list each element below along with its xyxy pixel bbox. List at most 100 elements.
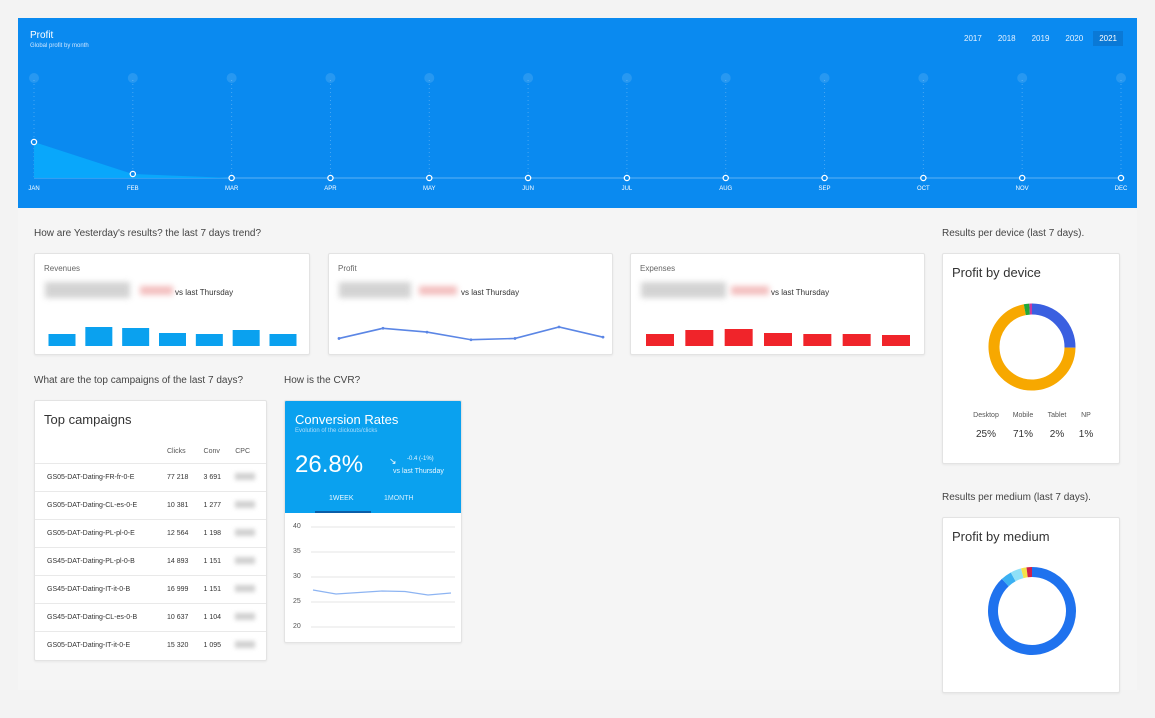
top-campaigns-title: Top campaigns [44, 412, 132, 427]
profit-by-device-title: Profit by device [952, 265, 1041, 280]
month-label: JUN [522, 186, 534, 192]
profit-point [821, 174, 828, 182]
tab-1month[interactable]: 1MONTH [384, 495, 414, 502]
cvr-ytick: 35 [293, 548, 301, 555]
cpc-value-blurred [235, 472, 256, 480]
campaign-cpc [231, 630, 266, 659]
bar [195, 334, 223, 346]
device-value-desktop: 25% [975, 429, 996, 440]
profit-point [129, 170, 137, 178]
year-2019-button[interactable]: 2019 [1031, 34, 1050, 43]
cpc-value-blurred [235, 640, 256, 648]
campaign-conv: 3 691 [199, 462, 232, 491]
top-campaigns-card: Top campaigns Clicks Conv CPC GS05-DAT-D… [34, 400, 267, 661]
table-row[interactable]: GS45-DAT-Dating-PL-pl-0-B 14 893 1 151 [35, 546, 266, 575]
cpc-value-blurred [235, 528, 256, 536]
bar [764, 333, 792, 346]
cvr-vs-text: vs last Thursday [393, 468, 444, 475]
profit-area-chart [29, 73, 1126, 182]
campaign-cpc [231, 490, 266, 519]
campaign-conv: 1 151 [199, 546, 232, 575]
month-label: FEB [126, 186, 139, 192]
cpc-value-blurred [235, 500, 256, 508]
month-marker [424, 73, 435, 83]
year-2021-button[interactable]: 2021 [1093, 31, 1123, 46]
cpc-value-blurred [235, 612, 256, 620]
bar [122, 328, 150, 346]
month-marker [819, 73, 830, 83]
column-header-name [35, 441, 163, 463]
profit-card[interactable]: Profit vs last Thursday [328, 253, 613, 355]
device-section-title: Results per device (last 7 days). [942, 228, 1085, 239]
month-label: APR [324, 186, 337, 192]
cvr-line-chart [311, 526, 455, 628]
year-2017-button[interactable]: 2017 [964, 34, 982, 43]
yesterday-section-title: How are Yesterday's results? the last 7 … [34, 228, 262, 239]
expenses-card[interactable]: Expenses vs last Thursday [630, 253, 925, 355]
donut-slice [1021, 567, 1028, 579]
profit-point [524, 174, 532, 182]
active-tab-indicator [315, 511, 371, 513]
cvr-title: Conversion Rates [295, 412, 399, 427]
column-header-conv[interactable]: Conv [203, 448, 220, 456]
campaigns-header-row: Clicks Conv CPC [35, 441, 266, 463]
bar [269, 334, 297, 346]
campaign-name: GS05-DAT-Dating-FR-fr-0-E [35, 462, 163, 491]
table-row[interactable]: GS05-DAT-Dating-CL-es-0-E 10 381 1 277 [35, 490, 266, 519]
campaign-clicks: 10 381 [163, 490, 200, 519]
profit-vs-text: vs last Thursday [461, 288, 520, 297]
cvr-ytick: 20 [293, 623, 301, 630]
month-label: OCT [917, 186, 930, 192]
profit-point [337, 337, 341, 340]
tab-1week[interactable]: 1WEEK [329, 495, 354, 502]
campaign-cpc [231, 602, 266, 631]
cvr-section-title: How is the CVR? [284, 375, 361, 386]
campaign-conv: 1 095 [199, 630, 232, 659]
month-marker [226, 73, 237, 83]
year-selector: 2017 2018 2019 2020 2021 [958, 31, 1123, 46]
month-marker [127, 73, 138, 83]
device-donut-chart [988, 303, 1076, 391]
profit-point [469, 338, 473, 342]
table-row[interactable]: GS05-DAT-Dating-IT-it-0-E 15 320 1 095 [35, 630, 266, 659]
campaign-name: GS05-DAT-Dating-CL-es-0-E [35, 490, 163, 519]
cpc-value-blurred [235, 556, 256, 564]
donut-slice [988, 567, 1076, 655]
bar [85, 327, 113, 346]
campaign-name: GS45-DAT-Dating-PL-pl-0-B [35, 546, 163, 575]
revenues-vs-text: vs last Thursday [175, 288, 234, 297]
profit-line [338, 326, 604, 341]
revenues-sparkline [48, 327, 297, 346]
table-row[interactable]: GS45-DAT-Dating-CL-es-0-B 10 637 1 104 [35, 602, 266, 631]
donut-slice [1031, 303, 1076, 348]
expenses-vs-text: vs last Thursday [771, 288, 830, 297]
bar [646, 334, 674, 346]
conversion-rates-card: Conversion Rates Evolution of the clicko… [284, 400, 462, 643]
profit-point [623, 174, 631, 182]
revenues-card[interactable]: Revenues vs last Thursday [34, 253, 310, 355]
column-header-clicks[interactable]: Clicks [167, 448, 186, 456]
profit-label: Profit [338, 264, 357, 273]
month-marker [1116, 73, 1126, 83]
campaign-cpc [231, 462, 266, 491]
profit-chart-subtitle: Global profit by month [30, 43, 89, 49]
profit-point [513, 337, 517, 340]
profit-point [1117, 174, 1125, 182]
year-2018-button[interactable]: 2018 [997, 34, 1016, 43]
table-row[interactable]: GS45-DAT-Dating-IT-it-0-B 16 999 1 151 [35, 574, 266, 603]
profit-point [426, 174, 433, 182]
table-row[interactable]: GS05-DAT-Dating-PL-pl-0-E 12 564 1 198 [35, 518, 266, 547]
campaign-name: GS45-DAT-Dating-IT-it-0-B [35, 574, 163, 603]
campaign-conv: 1 104 [199, 602, 232, 631]
profit-by-medium-card: Profit by medium [942, 517, 1120, 693]
campaign-name: GS05-DAT-Dating-PL-pl-0-E [35, 518, 163, 547]
revenues-value-blurred [45, 282, 130, 298]
year-2020-button[interactable]: 2020 [1065, 34, 1084, 43]
profit-header-chart: Profit Global profit by month 2017 2018 … [18, 18, 1137, 208]
column-header-cpc[interactable]: CPC [235, 448, 250, 456]
campaign-cpc [231, 546, 266, 575]
device-value-np: 1% [1078, 429, 1094, 440]
device-legend-tablet: Tablet [1047, 412, 1067, 419]
donut-slice [1010, 568, 1024, 582]
table-row[interactable]: GS05-DAT-Dating-FR-fr-0-E 77 218 3 691 [35, 462, 266, 491]
